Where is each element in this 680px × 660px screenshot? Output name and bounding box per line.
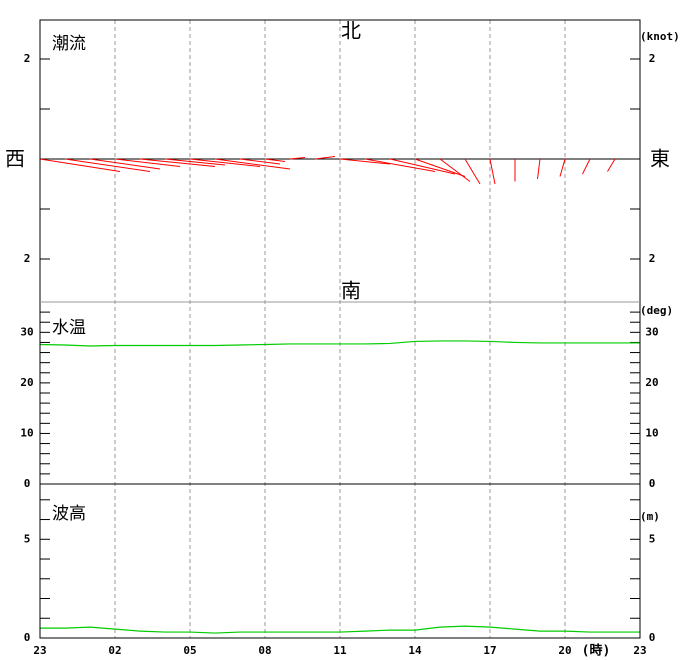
direction-label: 北 [341, 19, 361, 43]
panel-title: 潮流 [52, 34, 86, 54]
current-vector [582, 158, 591, 175]
current-vector [89, 158, 161, 170]
current-vector [264, 158, 286, 162]
current-vector [139, 158, 216, 167]
x-tick-label: 14 [408, 644, 422, 657]
data-line [40, 625, 640, 634]
y-tick-label: 2 [24, 252, 31, 265]
y-tick-label: 30 [20, 325, 33, 338]
current-vector [189, 158, 261, 167]
current-vector [114, 158, 181, 167]
current-vector [389, 158, 456, 175]
current-vector [607, 158, 616, 172]
current-vector [214, 158, 291, 170]
y-tick-label: 20 [20, 376, 33, 389]
y-tick-label: 0 [24, 477, 31, 490]
y-tick-label: 2 [24, 52, 31, 65]
unit-label: (m) [640, 510, 660, 523]
current-vector [39, 158, 121, 172]
y-tick-label: 0 [24, 631, 31, 644]
y-tick-label: 5 [24, 532, 31, 545]
x-tick-label: 11 [333, 644, 347, 657]
current-vector [364, 158, 436, 172]
panel-title: 波高 [52, 504, 86, 524]
current-vector [339, 158, 391, 165]
y-tick-label: 30 [645, 325, 658, 338]
y-tick-label: 0 [649, 477, 656, 490]
x-axis-label: (時) [582, 643, 611, 659]
current-vector [314, 156, 336, 160]
current-vector [559, 158, 566, 177]
y-tick-label: 0 [649, 631, 656, 644]
panel-frame [39, 483, 641, 639]
y-tick-label: 20 [645, 376, 658, 389]
unit-label: (deg) [640, 304, 673, 317]
x-tick-label: 08 [258, 644, 271, 657]
current-vector [537, 158, 541, 180]
x-tick-label: 20 [558, 644, 571, 657]
y-tick-label: 5 [649, 532, 656, 545]
x-tick-label: 17 [483, 644, 496, 657]
x-tick-label: 02 [108, 644, 121, 657]
direction-label: 南 [341, 279, 361, 303]
current-vector [164, 158, 226, 166]
y-tick-label: 10 [20, 426, 33, 439]
current-vector [464, 158, 481, 185]
direction-label: 東 [650, 147, 670, 171]
y-tick-label: 2 [649, 52, 656, 65]
current-vector [439, 158, 471, 182]
x-tick-label: 23 [633, 644, 646, 657]
y-tick-label: 2 [649, 252, 656, 265]
direction-label: 西 [5, 147, 25, 171]
y-tick-label: 10 [645, 426, 658, 439]
current-vector [489, 158, 496, 185]
current-vector [414, 158, 466, 177]
panel-title: 水温 [52, 318, 86, 338]
current-vector [64, 158, 151, 172]
data-line [39, 340, 640, 347]
x-tick-label: 23 [33, 644, 46, 657]
x-tick-label: 05 [183, 644, 196, 657]
unit-label: (knot) [640, 30, 680, 43]
current-vector [289, 157, 306, 160]
current-vector [239, 158, 281, 165]
